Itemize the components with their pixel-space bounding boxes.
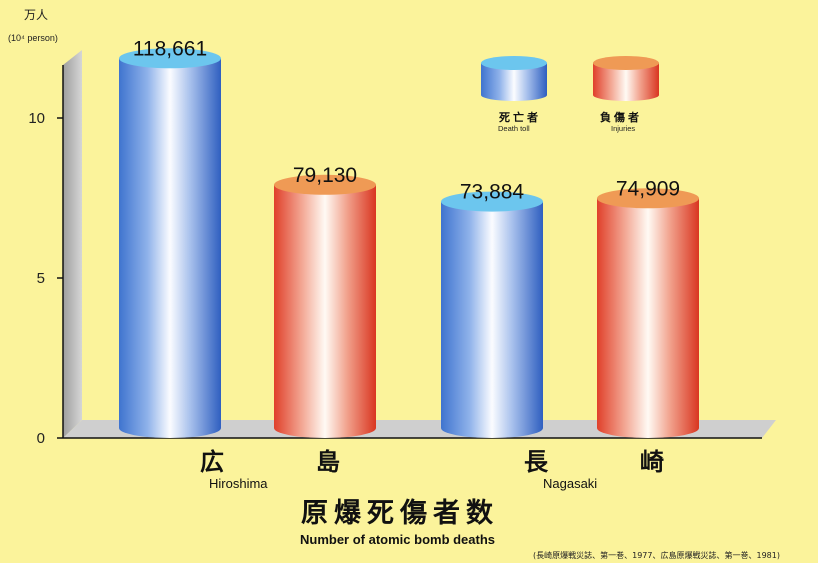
bar-bottom bbox=[119, 418, 221, 438]
value-label: 79,130 bbox=[293, 164, 357, 187]
bar-hiroshima-death: 118,661 bbox=[119, 37, 221, 438]
bar-bottom bbox=[274, 418, 376, 438]
bar-nagasaki-injury: 74,909 bbox=[597, 177, 699, 438]
bars: 118,661 79,130 73,884 74,909 bbox=[119, 37, 699, 438]
bar-bottom bbox=[441, 418, 543, 438]
category-label-nagasaki: 長 崎 bbox=[524, 448, 698, 476]
bar-hiroshima-injury: 79,130 bbox=[274, 164, 376, 438]
value-label: 73,884 bbox=[460, 181, 525, 204]
unit-label-en: (10⁴ person) bbox=[8, 33, 58, 43]
bar-body bbox=[441, 201, 543, 428]
bar-nagasaki-death: 73,884 bbox=[441, 181, 543, 438]
legend-label-injury-en: Injuries bbox=[611, 124, 635, 133]
bar-body bbox=[119, 58, 221, 429]
legend-item-injury: 負傷者 Injuries bbox=[593, 56, 659, 133]
y-ticks: 0 5 10 bbox=[28, 110, 63, 447]
legend: 死亡者 Death toll 負傷者 Injuries bbox=[481, 56, 659, 133]
legend-swatch-injury-bottom bbox=[593, 89, 659, 101]
category-label-hiroshima: 広 島 bbox=[200, 448, 374, 476]
y-tick-label: 5 bbox=[37, 270, 45, 287]
bar-cap bbox=[441, 191, 543, 212]
y-tick-label: 0 bbox=[37, 430, 45, 447]
chart-title: 原爆死傷者数 bbox=[301, 498, 499, 529]
unit-label: 万人 bbox=[24, 8, 48, 22]
bar-body bbox=[274, 184, 376, 428]
legend-swatch-death-bottom bbox=[481, 89, 547, 101]
y-tick-label: 10 bbox=[28, 110, 45, 127]
legend-label-injury: 負傷者 bbox=[600, 110, 642, 124]
legend-item-death: 死亡者 Death toll bbox=[481, 56, 547, 133]
chart-subtitle: Number of atomic bomb deaths bbox=[300, 532, 495, 547]
bar-body bbox=[597, 198, 699, 428]
bar-cap bbox=[597, 188, 699, 209]
bar-cap bbox=[274, 174, 376, 195]
value-label: 74,909 bbox=[616, 177, 680, 200]
value-label: 118,661 bbox=[133, 37, 207, 60]
source-note: (長崎原爆戦災誌、第一巻、1977、広島原爆戦災誌、第一巻、1981) bbox=[533, 550, 780, 560]
back-wall bbox=[63, 50, 82, 438]
legend-label-death-en: Death toll bbox=[498, 124, 530, 133]
bar-cap bbox=[119, 48, 221, 69]
legend-swatch-injury-cap bbox=[593, 56, 659, 70]
category-subtitle-nagasaki: Nagasaki bbox=[543, 476, 597, 491]
legend-swatch-death-cap bbox=[481, 56, 547, 70]
category-subtitle-hiroshima: Hiroshima bbox=[209, 476, 268, 491]
legend-label-death: 死亡者 bbox=[499, 110, 541, 124]
bar-bottom bbox=[597, 418, 699, 438]
